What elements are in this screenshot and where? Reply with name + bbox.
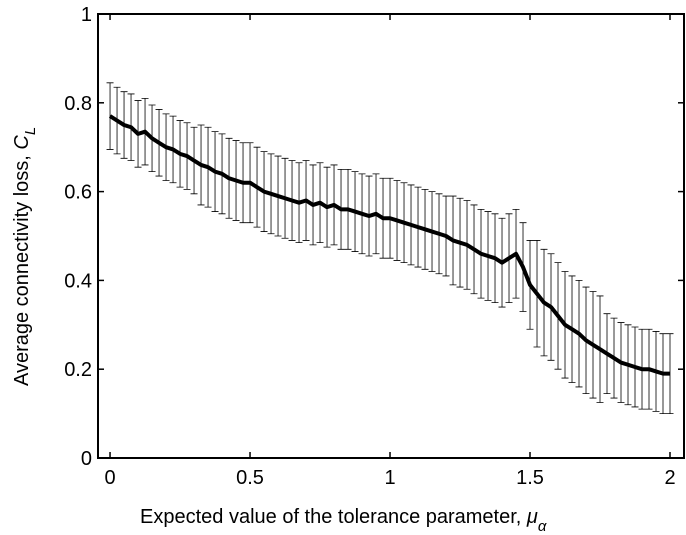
y-tick-label: 0.4 — [64, 270, 92, 292]
mean-line — [108, 114, 671, 376]
y-label-symbol: C — [11, 135, 33, 150]
y-tick-label: 0 — [81, 448, 92, 470]
y-tick-label: 0.8 — [64, 93, 92, 115]
x-tick-label: 1 — [384, 467, 395, 489]
y-tick-label: 1 — [81, 4, 92, 26]
x-tick-label: 1.5 — [516, 467, 544, 489]
x-tick-label: 0.5 — [236, 467, 264, 489]
x-tick-label: 0 — [104, 467, 115, 489]
y-tick-label: 0.6 — [64, 182, 92, 204]
y-label-subscript: L — [22, 127, 39, 135]
y-axis-label: Average connectivity loss, CL — [11, 127, 39, 386]
error-bar — [106, 82, 114, 150]
y-tick-label: 0.2 — [64, 359, 92, 381]
x-axis-label: Expected value of the tolerance paramete… — [140, 506, 547, 535]
x-tick-label: 2 — [664, 467, 675, 489]
y-label-text: Average connectivity loss, — [11, 150, 33, 386]
x-label-text: Expected value of the tolerance paramete… — [140, 506, 527, 528]
axes-box — [97, 13, 685, 459]
x-label-symbol: μ — [526, 506, 538, 528]
x-label-subscript: α — [538, 518, 547, 535]
